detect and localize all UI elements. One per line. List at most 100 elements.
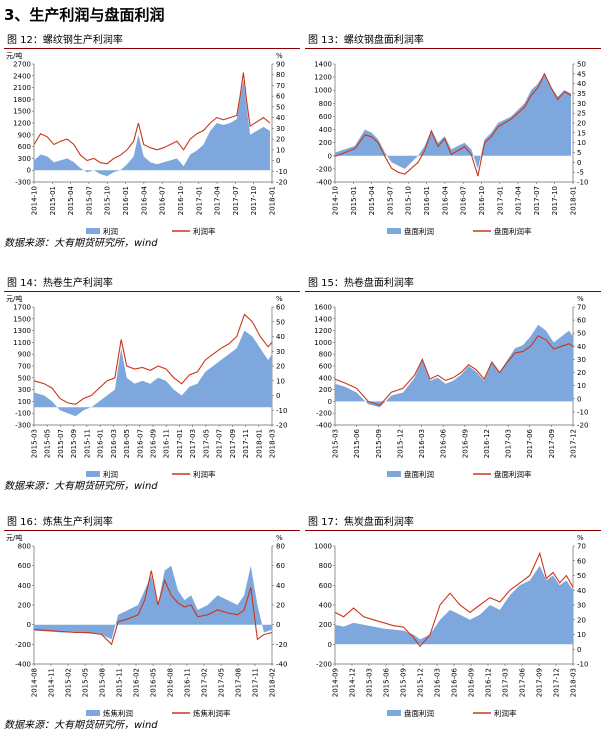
x-tick-label: 2014-10 xyxy=(31,186,39,215)
legend-label-area: 利润 xyxy=(103,469,118,479)
y-left-tick-label: 2700 xyxy=(13,61,31,69)
x-tick-label: 2017-06 xyxy=(526,428,534,458)
source-note: 数据来源：大有期货研究所，wind xyxy=(4,481,158,492)
y-right-tick-label: 10 xyxy=(276,146,285,154)
x-tick-label: 2017-09 xyxy=(536,668,544,697)
y-left-tick-label: 1200 xyxy=(314,74,332,82)
y-right-tick-label: 90 xyxy=(276,61,285,69)
x-tick-label: 2016-09 xyxy=(468,668,476,697)
x-tick-label: 2015-06 xyxy=(353,428,361,458)
x-tick-label: 2017-10 xyxy=(551,186,559,215)
x-tick-label: 2017-01 xyxy=(195,186,203,215)
y-right-tick-label: 30 xyxy=(276,125,285,133)
y-left-tick-label: 300 xyxy=(18,155,31,163)
y-right-tick-label: 30 xyxy=(577,100,586,108)
y-left-tick-label: -400 xyxy=(15,661,31,669)
y-left-tick-label: 1700 xyxy=(13,304,31,312)
x-tick-label: 2016-11 xyxy=(163,429,171,458)
x-tick-label: 2014-12 xyxy=(349,668,357,697)
series-area xyxy=(335,73,571,169)
y-left-tick-label: 0 xyxy=(328,641,332,649)
x-tick-label: 2015-12 xyxy=(417,668,425,697)
y-left-tick-label: 1000 xyxy=(314,339,332,347)
y-right-tick-label: 45 xyxy=(577,70,586,78)
chart-fig13: -400 -200 0 200 400 600 800 1000 1200 1400 -10 -5 0 5… xyxy=(314,61,588,237)
y-right-tick-label: -10 xyxy=(577,179,588,187)
x-tick-label: 2015-03 xyxy=(366,668,374,697)
y-left-tick-label: 800 xyxy=(319,100,332,108)
chart-title: 图 13：螺纹钢盘面利润率 xyxy=(305,34,601,49)
y-left-unit: 元/吨 xyxy=(6,51,22,60)
y-right-tick-label: 35 xyxy=(577,90,586,98)
x-tick-label: 2015-04 xyxy=(368,185,376,215)
x-tick-label: 2017-09 xyxy=(229,429,237,458)
x-tick-label: 2016-07 xyxy=(136,429,144,458)
y-right-tick-label: 15 xyxy=(577,129,586,137)
x-tick-label: 2017-12 xyxy=(570,429,578,458)
y-right-tick-label: 60 xyxy=(276,562,285,570)
y-left-tick-label: 900 xyxy=(18,131,31,139)
chart-panel-fig13: 图 13：螺纹钢盘面利润率 -400 -200 0 200 400 600 800 1000 1… xyxy=(305,34,601,242)
y-right-tick-label: 10 xyxy=(577,139,586,147)
x-tick-label: 2015-08 xyxy=(99,668,107,697)
x-tick-label: 2016-02 xyxy=(133,668,141,697)
y-right-tick-label: -20 xyxy=(577,422,588,430)
y-left-tick-label: 800 xyxy=(18,543,31,551)
x-tick-label: 2016-10 xyxy=(177,186,185,215)
x-tick-label: 2016-12 xyxy=(483,429,491,458)
source-note: 数据来源：大有期货研究所，wind xyxy=(4,720,158,731)
y-right-tick-label: 20 xyxy=(276,602,285,610)
y-right-tick-label: 50 xyxy=(276,103,285,111)
y-left-unit: 元/吨 xyxy=(6,533,22,542)
y-left-tick-label: 400 xyxy=(319,374,332,382)
y-right-unit: % xyxy=(276,295,283,303)
y-right-unit: % xyxy=(577,534,584,542)
series-area xyxy=(34,79,270,177)
y-left-tick-label: 1400 xyxy=(314,315,332,323)
x-tick-label: 2016-07 xyxy=(159,186,167,215)
x-tick-label: 2015-02 xyxy=(65,668,73,697)
x-tick-label: 2017-11 xyxy=(252,668,260,697)
y-right-tick-label: 60 xyxy=(276,304,285,312)
x-tick-label: 2016-05 xyxy=(123,429,131,458)
chart-title: 图 16：炼焦生产利润率 xyxy=(4,516,300,531)
legend-label-area: 盘面利润 xyxy=(404,226,434,236)
y-right-tick-label: 40 xyxy=(276,582,285,590)
x-tick-label: 2015-01 xyxy=(350,186,358,215)
y-left-tick-label: -200 xyxy=(316,661,332,669)
x-tick-label: 2017-11 xyxy=(242,429,250,458)
y-right-tick-label: -5 xyxy=(577,169,584,177)
legend-swatch-area xyxy=(86,710,100,716)
y-right-tick-label: 20 xyxy=(276,136,285,144)
x-tick-label: 2016-09 xyxy=(461,429,469,458)
chart-panel-fig15: 图 15：热卷盘面利润率 % -400 -200 0 200 400 600 800 1000 1… xyxy=(305,277,601,485)
y-left-tick-label: 700 xyxy=(18,363,31,371)
y-left-tick-label: 200 xyxy=(319,139,332,147)
x-tick-label: 2015-03 xyxy=(31,429,39,458)
legend-label-line: 炼焦利润率 xyxy=(193,708,231,718)
x-tick-label: 2017-01 xyxy=(496,186,504,215)
y-left-tick-label: -200 xyxy=(316,410,332,418)
y-left-tick-label: 600 xyxy=(319,363,332,371)
y-left-tick-label: 400 xyxy=(319,602,332,610)
y-right-tick-label: 80 xyxy=(276,71,285,79)
y-right-tick-label: 40 xyxy=(276,333,285,341)
legend-label-area: 盘面利润 xyxy=(404,708,434,718)
x-tick-label: 2014-10 xyxy=(332,186,340,215)
x-tick-label: 2015-03 xyxy=(332,429,340,458)
legend-swatch-area xyxy=(387,471,401,477)
legend-label-area: 利润 xyxy=(103,226,118,236)
y-left-tick-label: 1400 xyxy=(314,61,332,69)
series-area xyxy=(34,330,272,417)
y-right-tick-label: 40 xyxy=(276,114,285,122)
x-tick-label: 2015-01 xyxy=(49,186,57,215)
x-tick-label: 2015-09 xyxy=(375,429,383,458)
y-right-tick-label: 70 xyxy=(577,543,586,551)
y-right-tick-label: 70 xyxy=(577,304,586,312)
series-line xyxy=(33,313,273,405)
x-tick-label: 2015-07 xyxy=(386,186,394,215)
y-right-tick-label: 50 xyxy=(276,318,285,326)
legend-label-line: 利润率 xyxy=(494,708,517,718)
y-left-tick-label: 0 xyxy=(27,621,31,629)
y-left-tick-label: 0 xyxy=(328,152,332,160)
